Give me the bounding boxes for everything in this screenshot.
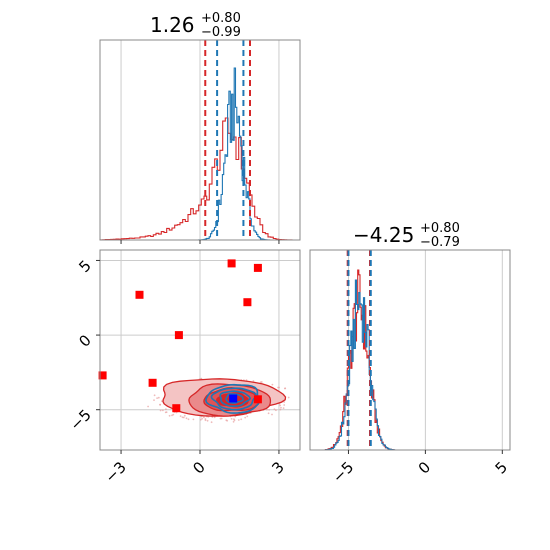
joint-sample-point — [203, 416, 205, 419]
joint-sample-point — [159, 409, 162, 412]
joint-panel: −3 0 3 −5 0 5 — [66, 249, 301, 486]
joint-sample-point — [233, 418, 235, 421]
joint-sample-point — [240, 418, 243, 421]
joint-sample-point — [220, 417, 223, 420]
joint-sample-point — [153, 399, 155, 401]
hist1-xtick-label: −5 — [329, 458, 357, 486]
joint-red-marker — [135, 290, 144, 299]
joint-blue-marker — [229, 394, 238, 403]
joint-sample-point — [283, 404, 286, 406]
hist-param1-red-series — [324, 269, 396, 451]
joint-sample-point — [168, 414, 171, 417]
joint-blue-contour — [225, 393, 244, 404]
joint-sample-point — [199, 418, 202, 421]
joint-red-marker — [253, 395, 262, 404]
joint-xtick-label: 0 — [189, 458, 208, 477]
hist-param1-title-median: −4.25 — [353, 223, 414, 247]
joint-sample-point — [259, 381, 262, 383]
hist-param0-red-series — [99, 117, 300, 241]
joint-sample-point — [273, 408, 276, 411]
joint-sample-point — [280, 406, 282, 409]
joint-blue-contour — [219, 390, 251, 407]
hist-param0-title-median: 1.26 — [150, 13, 195, 37]
joint-red-marker — [148, 378, 157, 387]
joint-blue-contour — [210, 387, 257, 411]
joint-sample-point — [172, 413, 175, 416]
joint-red-marker — [172, 404, 181, 413]
joint-red-marker — [243, 298, 252, 307]
joint-sample-point — [284, 387, 286, 390]
joint-sample-point — [226, 419, 229, 422]
joint-sample-point — [181, 416, 184, 419]
joint-xtick-label: 3 — [268, 458, 287, 477]
joint-ytick-label: −5 — [66, 406, 94, 434]
joint-sample-point — [275, 409, 277, 412]
joint-sample-point — [156, 397, 159, 399]
joint-sample-point — [206, 419, 209, 422]
joint-sample-point — [266, 408, 268, 411]
hist-param0-title-lower: −0.99 — [201, 25, 241, 40]
joint-red-marker — [98, 371, 107, 380]
joint-sample-point — [271, 413, 273, 416]
joint-sample-point — [201, 417, 204, 420]
joint-sample-point — [159, 403, 161, 406]
hist-param0-title-upper: +0.80 — [201, 11, 241, 26]
hist-param1-title-lower: −0.79 — [420, 235, 460, 250]
joint-sample-point — [252, 380, 255, 382]
joint-sample-point — [283, 401, 286, 403]
joint-sample-point — [230, 418, 233, 420]
hist-param1-title-upper: +0.80 — [420, 221, 460, 236]
joint-sample-point — [204, 418, 207, 420]
joint-sample-point — [165, 408, 167, 411]
joint-sample-point — [161, 400, 163, 402]
hist-param0-panel: 1.26 +0.80 −0.99 — [99, 11, 301, 244]
joint-sample-point — [162, 409, 164, 412]
joint-sample-point — [268, 409, 270, 411]
joint-sample-point — [213, 416, 216, 419]
joint-ytick-label: 5 — [75, 257, 94, 276]
joint-sample-point — [147, 405, 150, 408]
joint-sample-point — [237, 419, 240, 421]
joint-red-marker — [227, 259, 236, 268]
joint-red-marker — [253, 263, 262, 272]
joint-sample-point — [271, 383, 274, 386]
joint-sample-point — [187, 418, 190, 421]
hist-param1-panel: −5 0 5 −4.25 +0.80 −0.79 — [309, 221, 511, 486]
joint-sample-point — [279, 404, 282, 407]
joint-sample-point — [157, 396, 160, 399]
joint-sample-point — [279, 408, 282, 411]
joint-blue-contour — [205, 383, 261, 414]
joint-sample-point — [171, 414, 173, 417]
joint-sample-point — [246, 415, 249, 418]
hist1-xtick-label: 5 — [492, 458, 511, 477]
joint-sample-point — [164, 411, 167, 414]
joint-sample-point — [183, 414, 186, 417]
hist1-xtick-label: 0 — [415, 458, 434, 477]
joint-sample-point — [287, 396, 290, 399]
joint-sample-point — [282, 407, 285, 409]
joint-red-marker — [174, 331, 183, 340]
joint-sample-point — [185, 417, 188, 420]
joint-sample-point — [232, 420, 235, 423]
joint-sample-point — [267, 412, 270, 415]
joint-sample-point — [210, 421, 213, 424]
joint-xtick-label: −3 — [102, 458, 130, 486]
joint-sample-point — [179, 415, 182, 417]
joint-sample-point — [153, 394, 156, 397]
joint-sample-point — [244, 416, 247, 419]
joint-sample-point — [192, 418, 195, 421]
joint-sample-point — [278, 386, 280, 389]
hist-param1-blue-series — [324, 279, 396, 451]
hist-param1-frame — [309, 249, 511, 451]
joint-ytick-label: 0 — [75, 331, 94, 350]
